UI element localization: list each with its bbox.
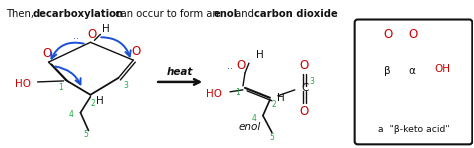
Text: 5: 5 xyxy=(269,133,274,142)
Text: O: O xyxy=(299,59,309,72)
Text: OH: OH xyxy=(434,64,450,74)
Text: heat: heat xyxy=(167,67,193,77)
Text: Then,: Then, xyxy=(6,9,37,19)
Text: β: β xyxy=(384,66,391,76)
Text: enol: enol xyxy=(239,123,261,132)
Text: ··: ·· xyxy=(73,34,82,44)
FancyBboxPatch shape xyxy=(355,20,472,144)
Text: α: α xyxy=(408,66,415,76)
Text: 2: 2 xyxy=(272,100,277,109)
Text: carbon dioxide: carbon dioxide xyxy=(254,9,337,19)
Text: O: O xyxy=(42,47,51,60)
Text: 3: 3 xyxy=(310,77,315,86)
Text: and: and xyxy=(232,9,257,19)
Text: a  "β-keto acid": a "β-keto acid" xyxy=(378,125,449,134)
Text: H: H xyxy=(277,93,284,103)
Text: O: O xyxy=(132,45,141,58)
Text: HO: HO xyxy=(15,79,31,89)
Text: 5: 5 xyxy=(83,130,88,139)
Text: can occur to form an: can occur to form an xyxy=(112,9,222,19)
Text: 2: 2 xyxy=(90,99,95,108)
Text: 1: 1 xyxy=(235,88,240,97)
Text: H: H xyxy=(102,24,110,34)
Text: HO: HO xyxy=(206,89,222,99)
Text: O: O xyxy=(88,28,97,41)
Text: ··: ·· xyxy=(227,64,233,74)
Text: 4: 4 xyxy=(69,110,73,119)
Text: O: O xyxy=(409,28,418,41)
Text: H: H xyxy=(256,50,264,60)
Text: enol: enol xyxy=(214,9,238,19)
Text: H: H xyxy=(96,96,103,106)
Text: O: O xyxy=(383,28,392,41)
Text: 3: 3 xyxy=(123,81,128,90)
Text: O: O xyxy=(237,59,246,72)
Text: 1: 1 xyxy=(58,83,63,92)
Text: 4: 4 xyxy=(252,114,257,123)
Text: decarboxylation: decarboxylation xyxy=(33,9,124,19)
Text: C: C xyxy=(302,83,309,93)
Text: O: O xyxy=(299,105,309,118)
